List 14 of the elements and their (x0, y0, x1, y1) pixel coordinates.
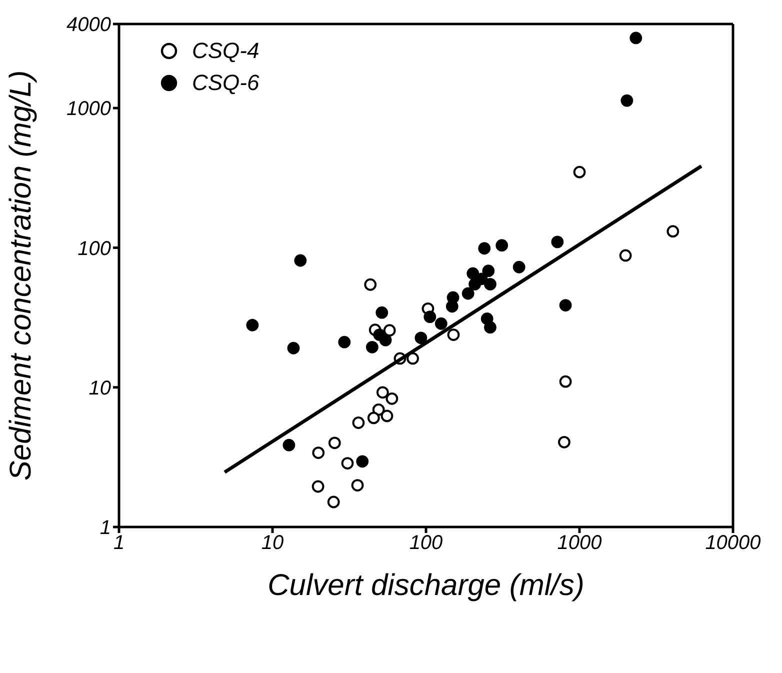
legend-label: CSQ-4 (192, 38, 260, 64)
x-tick-label: 100 (409, 532, 443, 554)
y-tick-label: 100 (78, 238, 111, 260)
x-tick-label: 1000 (557, 532, 602, 554)
x-tick-label: 10000 (705, 532, 761, 554)
x-tick-label: 1 (113, 532, 125, 554)
y-tick-label: 1 (100, 517, 111, 540)
y-axis-title: Sediment concentration (mg/L) (4, 70, 38, 481)
x-tick-label: 10 (261, 532, 284, 554)
y-tick-label: 10 (88, 377, 111, 400)
legend-label: CSQ-6 (192, 70, 260, 96)
y-tick-label: 4000 (66, 14, 111, 36)
y-tick-label: 1000 (66, 98, 111, 120)
x-axis-title: Culvert discharge (ml/s) (268, 569, 584, 602)
